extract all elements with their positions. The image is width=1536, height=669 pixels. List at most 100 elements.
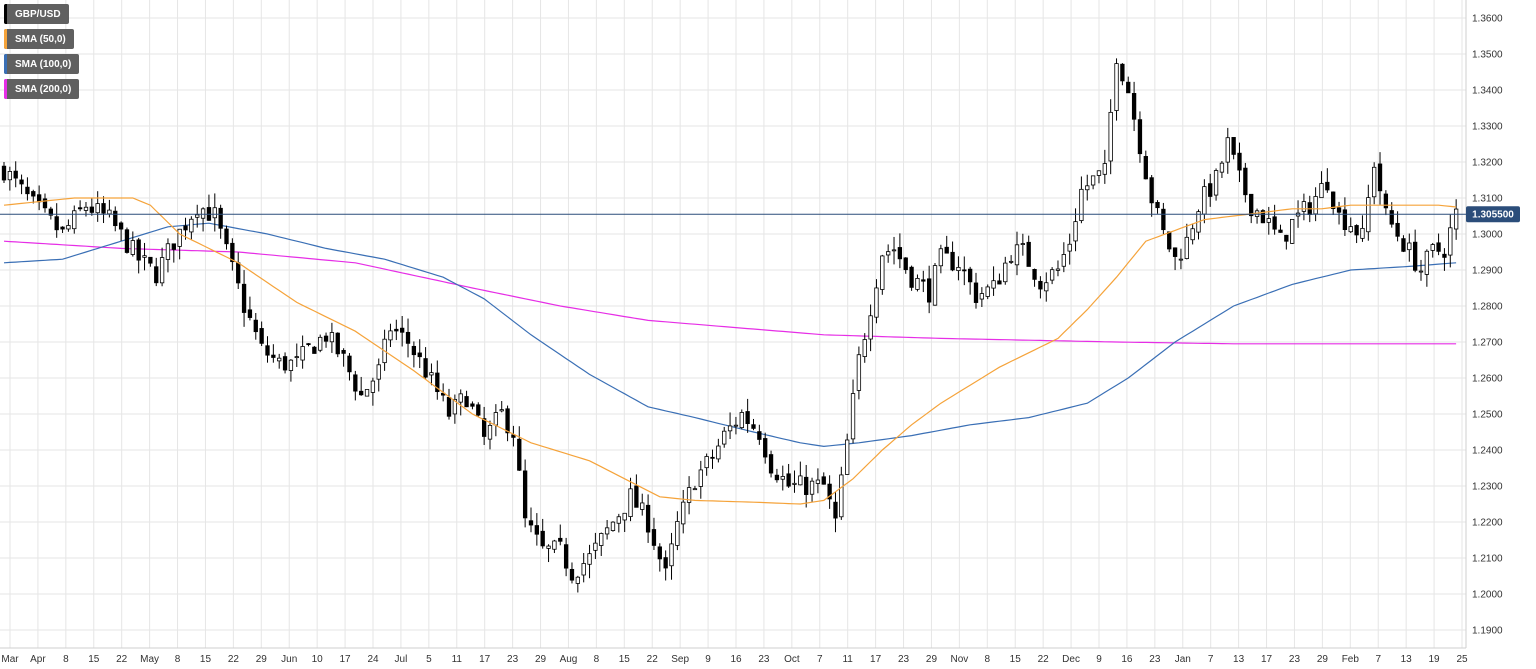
- x-tick-label: May: [140, 654, 159, 665]
- x-tick-label: 8: [63, 654, 69, 665]
- candle: [1336, 201, 1342, 225]
- candle-body: [956, 266, 961, 272]
- candle: [1418, 259, 1424, 281]
- candle: [757, 424, 762, 445]
- candle-body: [1301, 201, 1307, 212]
- candle: [1284, 234, 1289, 250]
- candle: [581, 553, 586, 583]
- candle-body: [60, 226, 65, 230]
- candle: [1389, 202, 1394, 228]
- candle: [716, 438, 721, 463]
- candle-body: [610, 521, 616, 531]
- candle: [850, 379, 856, 444]
- x-tick-label: Feb: [1342, 654, 1360, 665]
- candle: [745, 398, 750, 433]
- x-tick-label: 9: [705, 654, 711, 665]
- candle: [1038, 276, 1043, 299]
- candle: [1090, 175, 1096, 190]
- candle: [862, 333, 867, 363]
- candle-body: [323, 335, 329, 342]
- candle: [938, 244, 944, 274]
- x-tick-label: 15: [88, 654, 100, 665]
- legend-item-gbpusd[interactable]: GBP/USD: [4, 4, 69, 24]
- candle-body: [341, 350, 346, 354]
- candle: [335, 332, 340, 358]
- candle: [622, 512, 627, 533]
- candle: [499, 401, 504, 413]
- candle: [54, 203, 59, 238]
- candle: [1108, 99, 1113, 175]
- candle-body: [42, 198, 48, 209]
- candle: [593, 532, 598, 560]
- candle: [113, 206, 118, 232]
- candle-body: [1360, 227, 1365, 239]
- y-tick-label: 1.2400: [1472, 446, 1503, 457]
- candle-body: [376, 364, 381, 380]
- candle-body: [77, 207, 83, 210]
- legend-item-sma-200[interactable]: SMA (200,0): [4, 79, 80, 99]
- candle: [66, 219, 71, 232]
- candle: [669, 532, 674, 580]
- candle: [1020, 233, 1025, 256]
- candle: [599, 532, 604, 556]
- candle: [1085, 174, 1090, 201]
- candle-body: [435, 372, 440, 393]
- candle: [727, 412, 733, 440]
- x-tick-label: 15: [1010, 654, 1022, 665]
- candle: [681, 489, 686, 534]
- candle-body: [587, 553, 592, 565]
- candle: [569, 562, 575, 584]
- candle-body: [739, 412, 744, 429]
- candle-body: [265, 345, 270, 356]
- candle-body: [751, 424, 756, 429]
- sma-50-line: [3, 197, 1457, 505]
- y-tick-label: 1.1900: [1472, 626, 1503, 637]
- candle-body: [148, 256, 153, 264]
- candle-body: [979, 293, 985, 300]
- x-tick-label: 17: [870, 654, 882, 665]
- candle: [1167, 231, 1172, 253]
- candle-body: [517, 438, 522, 471]
- candle: [804, 464, 809, 508]
- candle-body: [288, 359, 294, 371]
- candle-body: [36, 194, 42, 203]
- candle-body: [757, 431, 762, 440]
- candle: [927, 265, 932, 314]
- candle-body: [183, 225, 188, 231]
- candle-body: [1290, 218, 1295, 244]
- y-tick-label: 1.2000: [1472, 590, 1503, 601]
- candle: [1149, 175, 1154, 217]
- candle-body: [54, 216, 59, 231]
- candle-body: [944, 246, 949, 254]
- legend-item-sma-50[interactable]: SMA (50,0): [4, 29, 74, 49]
- sma-200-line-group: [3, 240, 1457, 345]
- candle-body: [1131, 93, 1137, 120]
- candle: [435, 360, 440, 400]
- candle: [230, 238, 235, 271]
- candle-body: [353, 374, 358, 392]
- candle-body: [821, 476, 826, 485]
- candle-body: [897, 247, 903, 260]
- candle: [1448, 214, 1453, 268]
- candle: [48, 206, 53, 220]
- candle-body: [388, 330, 393, 341]
- candle: [353, 370, 358, 401]
- candle-body: [1014, 244, 1020, 266]
- y-tick-label: 1.2600: [1472, 374, 1503, 385]
- candle-body: [1096, 170, 1102, 176]
- candle: [540, 518, 545, 549]
- candle-body: [89, 206, 94, 213]
- candle-body: [294, 356, 299, 359]
- candle: [1131, 81, 1137, 132]
- candle: [751, 418, 756, 431]
- candle-body: [1272, 216, 1277, 230]
- candle: [487, 420, 493, 450]
- x-tick-label: 11: [842, 654, 853, 665]
- candle-body: [675, 521, 680, 546]
- candle: [1372, 162, 1377, 205]
- candle: [359, 376, 364, 396]
- candle-body: [692, 488, 698, 491]
- candle: [277, 353, 282, 369]
- candle: [651, 517, 657, 550]
- legend-item-sma-100[interactable]: SMA (100,0): [4, 54, 80, 74]
